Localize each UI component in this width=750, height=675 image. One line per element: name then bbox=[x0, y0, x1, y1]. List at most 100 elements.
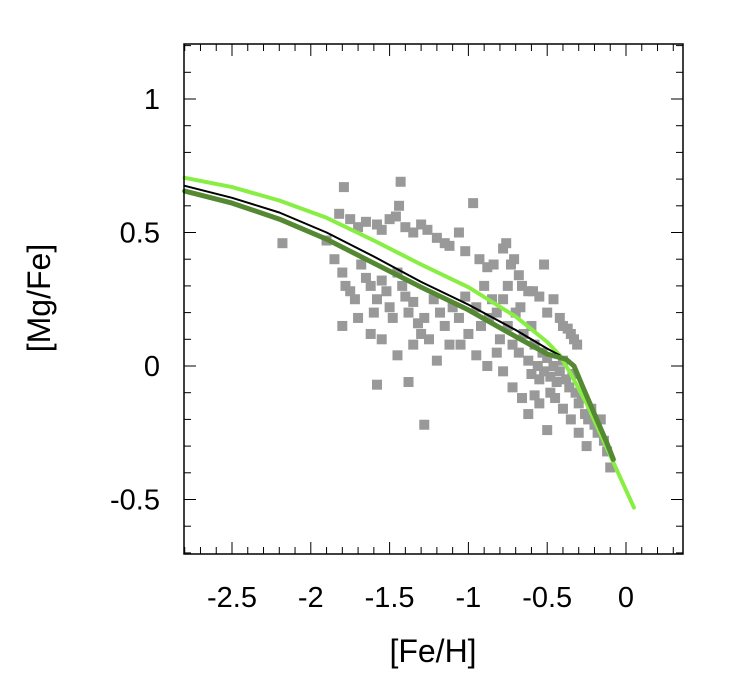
scatter-point bbox=[381, 286, 392, 297]
scatter-point bbox=[337, 267, 348, 278]
plot-frame bbox=[183, 43, 684, 555]
x-tick-label: 0 bbox=[618, 582, 634, 614]
scatter-point bbox=[474, 254, 485, 265]
scatter-point bbox=[528, 286, 539, 297]
scatter-point bbox=[453, 227, 464, 238]
scatter-point bbox=[498, 366, 509, 377]
scatter-point bbox=[376, 275, 387, 286]
scatter-point bbox=[444, 240, 455, 251]
scatter-point bbox=[498, 243, 509, 254]
scatter-point bbox=[487, 294, 498, 305]
scatter-point bbox=[390, 211, 401, 222]
scatter-point bbox=[460, 246, 471, 257]
scatter-point bbox=[444, 339, 455, 350]
scatter-point bbox=[545, 371, 556, 382]
y-tick-label: 0.5 bbox=[120, 218, 160, 250]
scatter-point bbox=[510, 307, 521, 318]
scatter-point bbox=[376, 334, 387, 345]
scatter-point bbox=[337, 320, 348, 331]
scatter-point bbox=[491, 307, 502, 318]
scatter-point bbox=[583, 414, 594, 425]
x-axis-label: [Fe/H] bbox=[389, 633, 476, 669]
scatter-point bbox=[564, 382, 575, 393]
scatter-point bbox=[570, 387, 581, 398]
scatter-point bbox=[345, 214, 356, 225]
scatter-point bbox=[387, 312, 398, 323]
scatter-point bbox=[526, 369, 537, 380]
scatter-point bbox=[384, 302, 395, 313]
scatter-point bbox=[356, 259, 367, 270]
scatter-point bbox=[392, 350, 403, 361]
scatter-point bbox=[408, 227, 419, 238]
scatter-point bbox=[505, 259, 516, 270]
scatter-point bbox=[507, 382, 518, 393]
scatter-point bbox=[431, 355, 442, 366]
x-tick-label: -0.5 bbox=[522, 582, 572, 614]
scatter-point bbox=[471, 302, 482, 313]
scatter-point bbox=[529, 390, 540, 401]
scatter-point bbox=[329, 254, 340, 265]
scatter-point bbox=[548, 294, 559, 305]
scatter-point bbox=[455, 339, 466, 350]
scatter-point bbox=[483, 312, 494, 323]
scatter-point bbox=[384, 214, 395, 225]
scatter-point bbox=[435, 307, 446, 318]
scatter-point bbox=[534, 398, 545, 409]
scatter-point bbox=[498, 294, 509, 305]
scatter-point bbox=[439, 320, 450, 331]
scatter-point bbox=[476, 320, 487, 331]
scatter-point bbox=[419, 312, 430, 323]
scatter-point bbox=[412, 318, 423, 329]
scatter-point bbox=[408, 339, 419, 350]
scatter-point bbox=[371, 379, 382, 390]
y-tick-labels: 1 0.5 0 -0.5 bbox=[110, 84, 160, 517]
scatter-point bbox=[360, 216, 371, 227]
scatter-point bbox=[416, 219, 427, 230]
scatter-point bbox=[568, 334, 579, 345]
scatter-point bbox=[565, 328, 576, 339]
scatter-point bbox=[532, 361, 543, 371]
scatter-point bbox=[394, 200, 405, 211]
scatter-point bbox=[482, 361, 493, 371]
scatter-point bbox=[482, 262, 493, 273]
scatter-point bbox=[365, 280, 376, 291]
scatter-point bbox=[338, 182, 349, 193]
x-tick-labels: -2.5 -2 -1.5 -1 -0.5 0 bbox=[207, 582, 634, 614]
scatter-point bbox=[403, 307, 414, 318]
scatter-point bbox=[502, 280, 513, 291]
scatter-point bbox=[545, 387, 556, 398]
scatter-point bbox=[581, 441, 592, 452]
scatter-point bbox=[542, 425, 553, 436]
scatter-point bbox=[360, 272, 371, 283]
scatter-point bbox=[554, 366, 565, 377]
scatter-point bbox=[400, 291, 411, 302]
scatter-point bbox=[397, 280, 408, 291]
scatter-point bbox=[562, 323, 573, 334]
scatter-point bbox=[551, 377, 562, 388]
scatter-point bbox=[507, 339, 518, 350]
scatter-point bbox=[539, 366, 550, 377]
scatter-point bbox=[376, 224, 387, 235]
scatter-point bbox=[572, 339, 583, 350]
scatter-point bbox=[371, 219, 382, 230]
scatter-point bbox=[353, 222, 364, 233]
scatter-point bbox=[408, 296, 419, 307]
axis-ticks bbox=[184, 44, 683, 554]
scatter-point bbox=[395, 176, 406, 187]
scatter-point bbox=[501, 238, 512, 249]
y-tick-label: -0.5 bbox=[110, 485, 160, 517]
scatter-point bbox=[479, 280, 490, 291]
scatter-point bbox=[550, 393, 561, 404]
scatter-point bbox=[513, 270, 524, 281]
scatter-point bbox=[422, 224, 433, 235]
scatter-point bbox=[416, 328, 427, 339]
scatter-point bbox=[447, 302, 458, 313]
scatter-point bbox=[565, 414, 576, 425]
scatter-point bbox=[542, 307, 553, 318]
scatter-point bbox=[523, 355, 534, 366]
scatter-point bbox=[494, 334, 505, 345]
scatter-point bbox=[334, 208, 345, 219]
scatter-point bbox=[516, 393, 527, 404]
y-axis-label: [Mg/Fe] bbox=[21, 244, 57, 352]
